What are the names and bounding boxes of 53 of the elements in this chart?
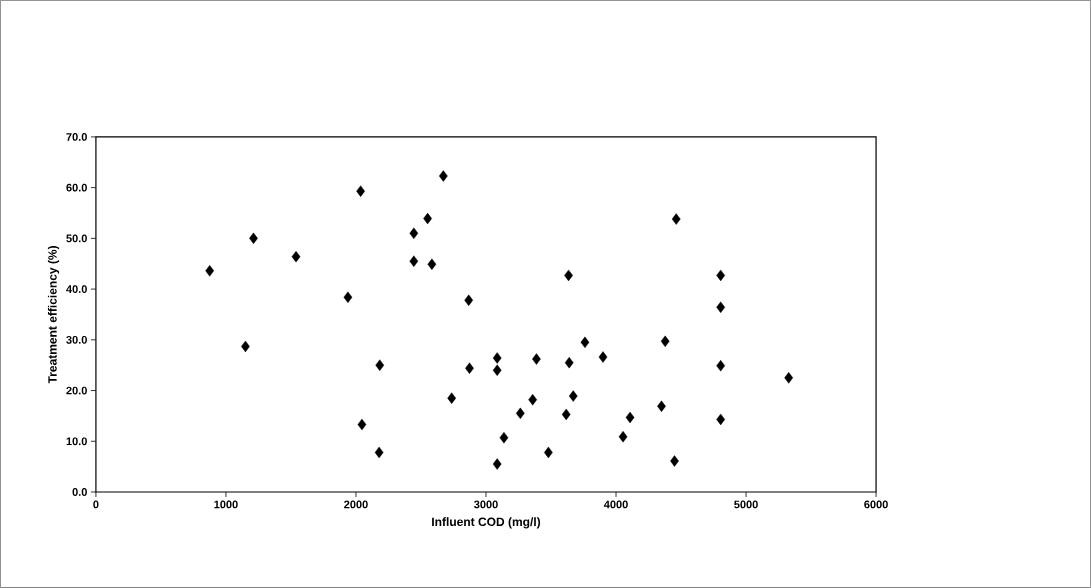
point — [568, 390, 578, 402]
point — [464, 294, 474, 306]
y-tick-label: 40.0 — [66, 285, 87, 294]
point — [671, 213, 681, 225]
point — [357, 418, 367, 431]
point — [561, 408, 571, 421]
x-tick-label: 4000 — [603, 500, 628, 509]
point — [409, 227, 419, 240]
y-tick-label: 50.0 — [66, 234, 87, 243]
point — [374, 446, 384, 459]
x-tick-label: 1000 — [214, 500, 238, 509]
point — [532, 353, 541, 365]
point — [716, 269, 726, 282]
point — [784, 372, 794, 384]
x-axis-title: Influent COD (mg/l) — [432, 517, 541, 529]
point — [343, 291, 353, 303]
x-tick-label: 0 — [93, 500, 99, 509]
point — [618, 431, 628, 443]
point — [580, 336, 590, 349]
x-tick-label: 5000 — [734, 500, 758, 509]
point — [465, 362, 474, 374]
y-tick-label: 10.0 — [66, 437, 87, 446]
y-tick-label: 30.0 — [66, 335, 87, 344]
y-axis-title: Treatment efficiency (%) — [47, 246, 60, 384]
point — [499, 432, 509, 444]
point — [205, 265, 215, 277]
point — [375, 359, 385, 371]
point — [492, 352, 502, 364]
y-tick-label: 70.0 — [66, 133, 87, 141]
x-tick-label: 2000 — [344, 500, 368, 509]
point — [660, 335, 670, 348]
point — [716, 413, 726, 426]
point — [716, 360, 726, 372]
point — [564, 356, 574, 369]
point — [670, 455, 679, 467]
point — [492, 458, 502, 470]
point — [439, 170, 448, 182]
point — [356, 185, 365, 197]
point — [427, 258, 437, 270]
point — [492, 364, 502, 376]
point — [598, 351, 608, 363]
point — [447, 392, 456, 404]
point — [625, 411, 635, 424]
point — [515, 407, 525, 420]
y-tick-label: 60.0 — [66, 183, 87, 192]
y-tick-label: 20.0 — [66, 386, 87, 395]
point — [528, 394, 537, 406]
point — [716, 301, 726, 314]
point — [291, 250, 301, 263]
x-tick-label: 3000 — [474, 500, 498, 509]
y-tick-label: 0.0 — [72, 488, 87, 496]
point — [409, 255, 419, 267]
x-tick-label: 6000 — [864, 500, 888, 509]
